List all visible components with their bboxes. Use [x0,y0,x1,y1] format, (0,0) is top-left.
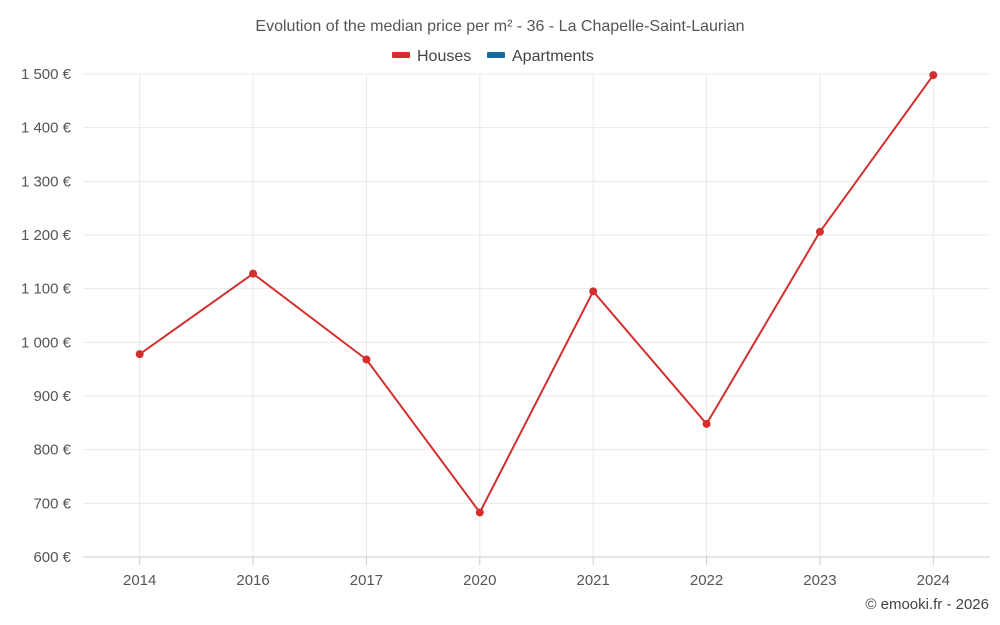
data-point-houses-2016[interactable] [249,269,258,278]
x-tick-label-2021: 2021 [577,572,610,589]
y-tick-label: 1 200 € [21,227,72,244]
data-point-houses-2014[interactable] [135,350,144,359]
y-tick-label: 800 € [33,442,71,459]
x-tick-label-2014: 2014 [123,572,156,589]
x-tick-label-2023: 2023 [803,572,836,589]
data-point-houses-2024[interactable] [929,71,938,80]
legend-label-houses: Houses [417,48,471,65]
data-point-houses-2022[interactable] [702,419,711,428]
legend-item-houses[interactable]: Houses [392,48,471,65]
credit-text: © emooki.fr - 2026 [865,596,989,613]
y-tick-label: 1 000 € [21,334,72,351]
series-line-houses [139,74,935,514]
x-tick-label-2020: 2020 [463,572,496,589]
x-axis: 2014 2016 2017 2020 2021 2022 2023 2024 [83,556,990,589]
y-tick-label: 1 100 € [21,281,72,298]
legend-swatch-houses [392,52,410,58]
y-tick-label: 1 300 € [21,173,72,190]
legend-swatch-apartments [487,52,505,58]
y-tick-label: 1 400 € [21,120,72,137]
x-tick-label-2016: 2016 [236,572,269,589]
y-axis: 600 € 700 € 800 € 900 € 1 000 € 1 100 € 1 200 … [21,66,72,566]
legend: Houses Apartments [392,48,594,65]
y-tick-label: 1 500 € [21,66,72,83]
data-point-houses-2017[interactable] [362,355,371,364]
y-tick-label: 900 € [33,388,71,405]
x-tick-label-2017: 2017 [350,572,383,589]
data-point-houses-2021[interactable] [589,287,598,296]
series-layer [135,71,938,517]
x-tick-label-2024: 2024 [917,572,950,589]
data-point-houses-2023[interactable] [815,227,824,236]
chart-title: Evolution of the median price per m² - 3… [255,18,744,35]
data-point-houses-2020[interactable] [475,508,484,517]
y-tick-label: 600 € [33,549,71,566]
x-tick-label-2022: 2022 [690,572,723,589]
y-tick-label: 700 € [33,495,71,512]
legend-label-apartments: Apartments [512,48,594,65]
grid [83,73,990,557]
legend-item-apartments[interactable]: Apartments [487,48,594,65]
